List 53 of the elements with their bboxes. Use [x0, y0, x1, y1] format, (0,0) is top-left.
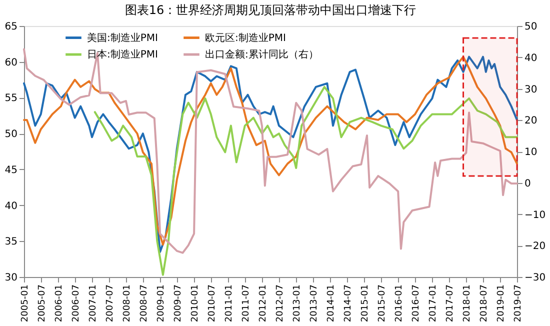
x-tick-label: 2014-07 [343, 284, 354, 322]
y2-tick-label: 40 [524, 52, 538, 64]
x-tick-label: 2015-01 [360, 284, 371, 322]
x-tick-label: 2011-01 [224, 284, 235, 322]
x-tick-label: 2009-01 [156, 284, 167, 322]
x-tick-label: 2009-07 [173, 284, 184, 322]
legend-label: 美国:制造业PMI [87, 32, 158, 44]
x-tick-label: 2008-07 [139, 284, 150, 322]
x-tick-label: 2013-07 [309, 284, 320, 322]
x-tick-label: 2011-07 [241, 284, 252, 322]
legend-label: 出口金额:累计同比（右） [205, 48, 318, 60]
line-series [94, 86, 518, 276]
x-tick-label: 2012-07 [275, 284, 286, 322]
y-tick-label: 40 [4, 200, 18, 212]
x-tick-label: 2005-07 [37, 284, 48, 322]
x-tick-label: 2019-07 [514, 284, 524, 322]
legend-label: 日本:制造业PMI [87, 48, 158, 60]
y-tick-label: 50 [4, 129, 18, 140]
y2-tick-label: −20 [524, 241, 546, 252]
x-tick-label: 2017-07 [446, 284, 456, 322]
x-tick-label: 2005-01 [20, 284, 30, 322]
x-tick-label: 2017-01 [428, 284, 439, 322]
x-tick-label: 2007-01 [88, 284, 98, 322]
y2-tick-label: −10 [524, 210, 546, 221]
x-tick-label: 2014-01 [326, 284, 337, 322]
x-tick-label: 2012-01 [258, 284, 269, 322]
x-tick-label: 2015-07 [377, 284, 388, 322]
x-tick-label: 2006-07 [71, 284, 82, 322]
x-tick-label: 2008-01 [122, 284, 132, 322]
y2-tick-label: 20 [524, 116, 538, 127]
y-tick-label: 35 [4, 236, 18, 248]
legend-label: 欧元区:制造业PMI [205, 32, 286, 44]
x-tick-label: 2018-01 [462, 284, 473, 322]
x-tick-label: 2010-01 [190, 284, 201, 322]
x-tick-label: 2007-07 [105, 284, 116, 322]
x-tick-label: 2019-01 [496, 284, 507, 322]
y2-tick-label: 50 [524, 22, 538, 32]
x-tick-label: 2006-01 [54, 284, 64, 322]
y2-tick-label: 0 [524, 178, 531, 190]
x-tick-label: 2013-01 [292, 284, 303, 322]
y2-tick-label: −30 [524, 272, 546, 284]
y-tick-label: 65 [4, 22, 18, 32]
y2-tick-label: 30 [524, 84, 538, 96]
chart-title: 图表16：世界经济周期见顶回落带动中国出口增速下行 [124, 3, 416, 17]
x-tick-label: 2018-07 [480, 284, 490, 322]
x-tick-label: 2016-01 [394, 284, 405, 322]
y2-tick-label: 10 [524, 147, 538, 158]
x-tick-label: 2016-07 [412, 284, 422, 322]
y-tick-label: 30 [4, 272, 18, 284]
y-tick-label: 60 [4, 57, 18, 68]
y-tick-label: 45 [4, 164, 18, 176]
y-tick-label: 55 [4, 93, 18, 104]
x-tick-label: 2010-07 [207, 284, 218, 322]
